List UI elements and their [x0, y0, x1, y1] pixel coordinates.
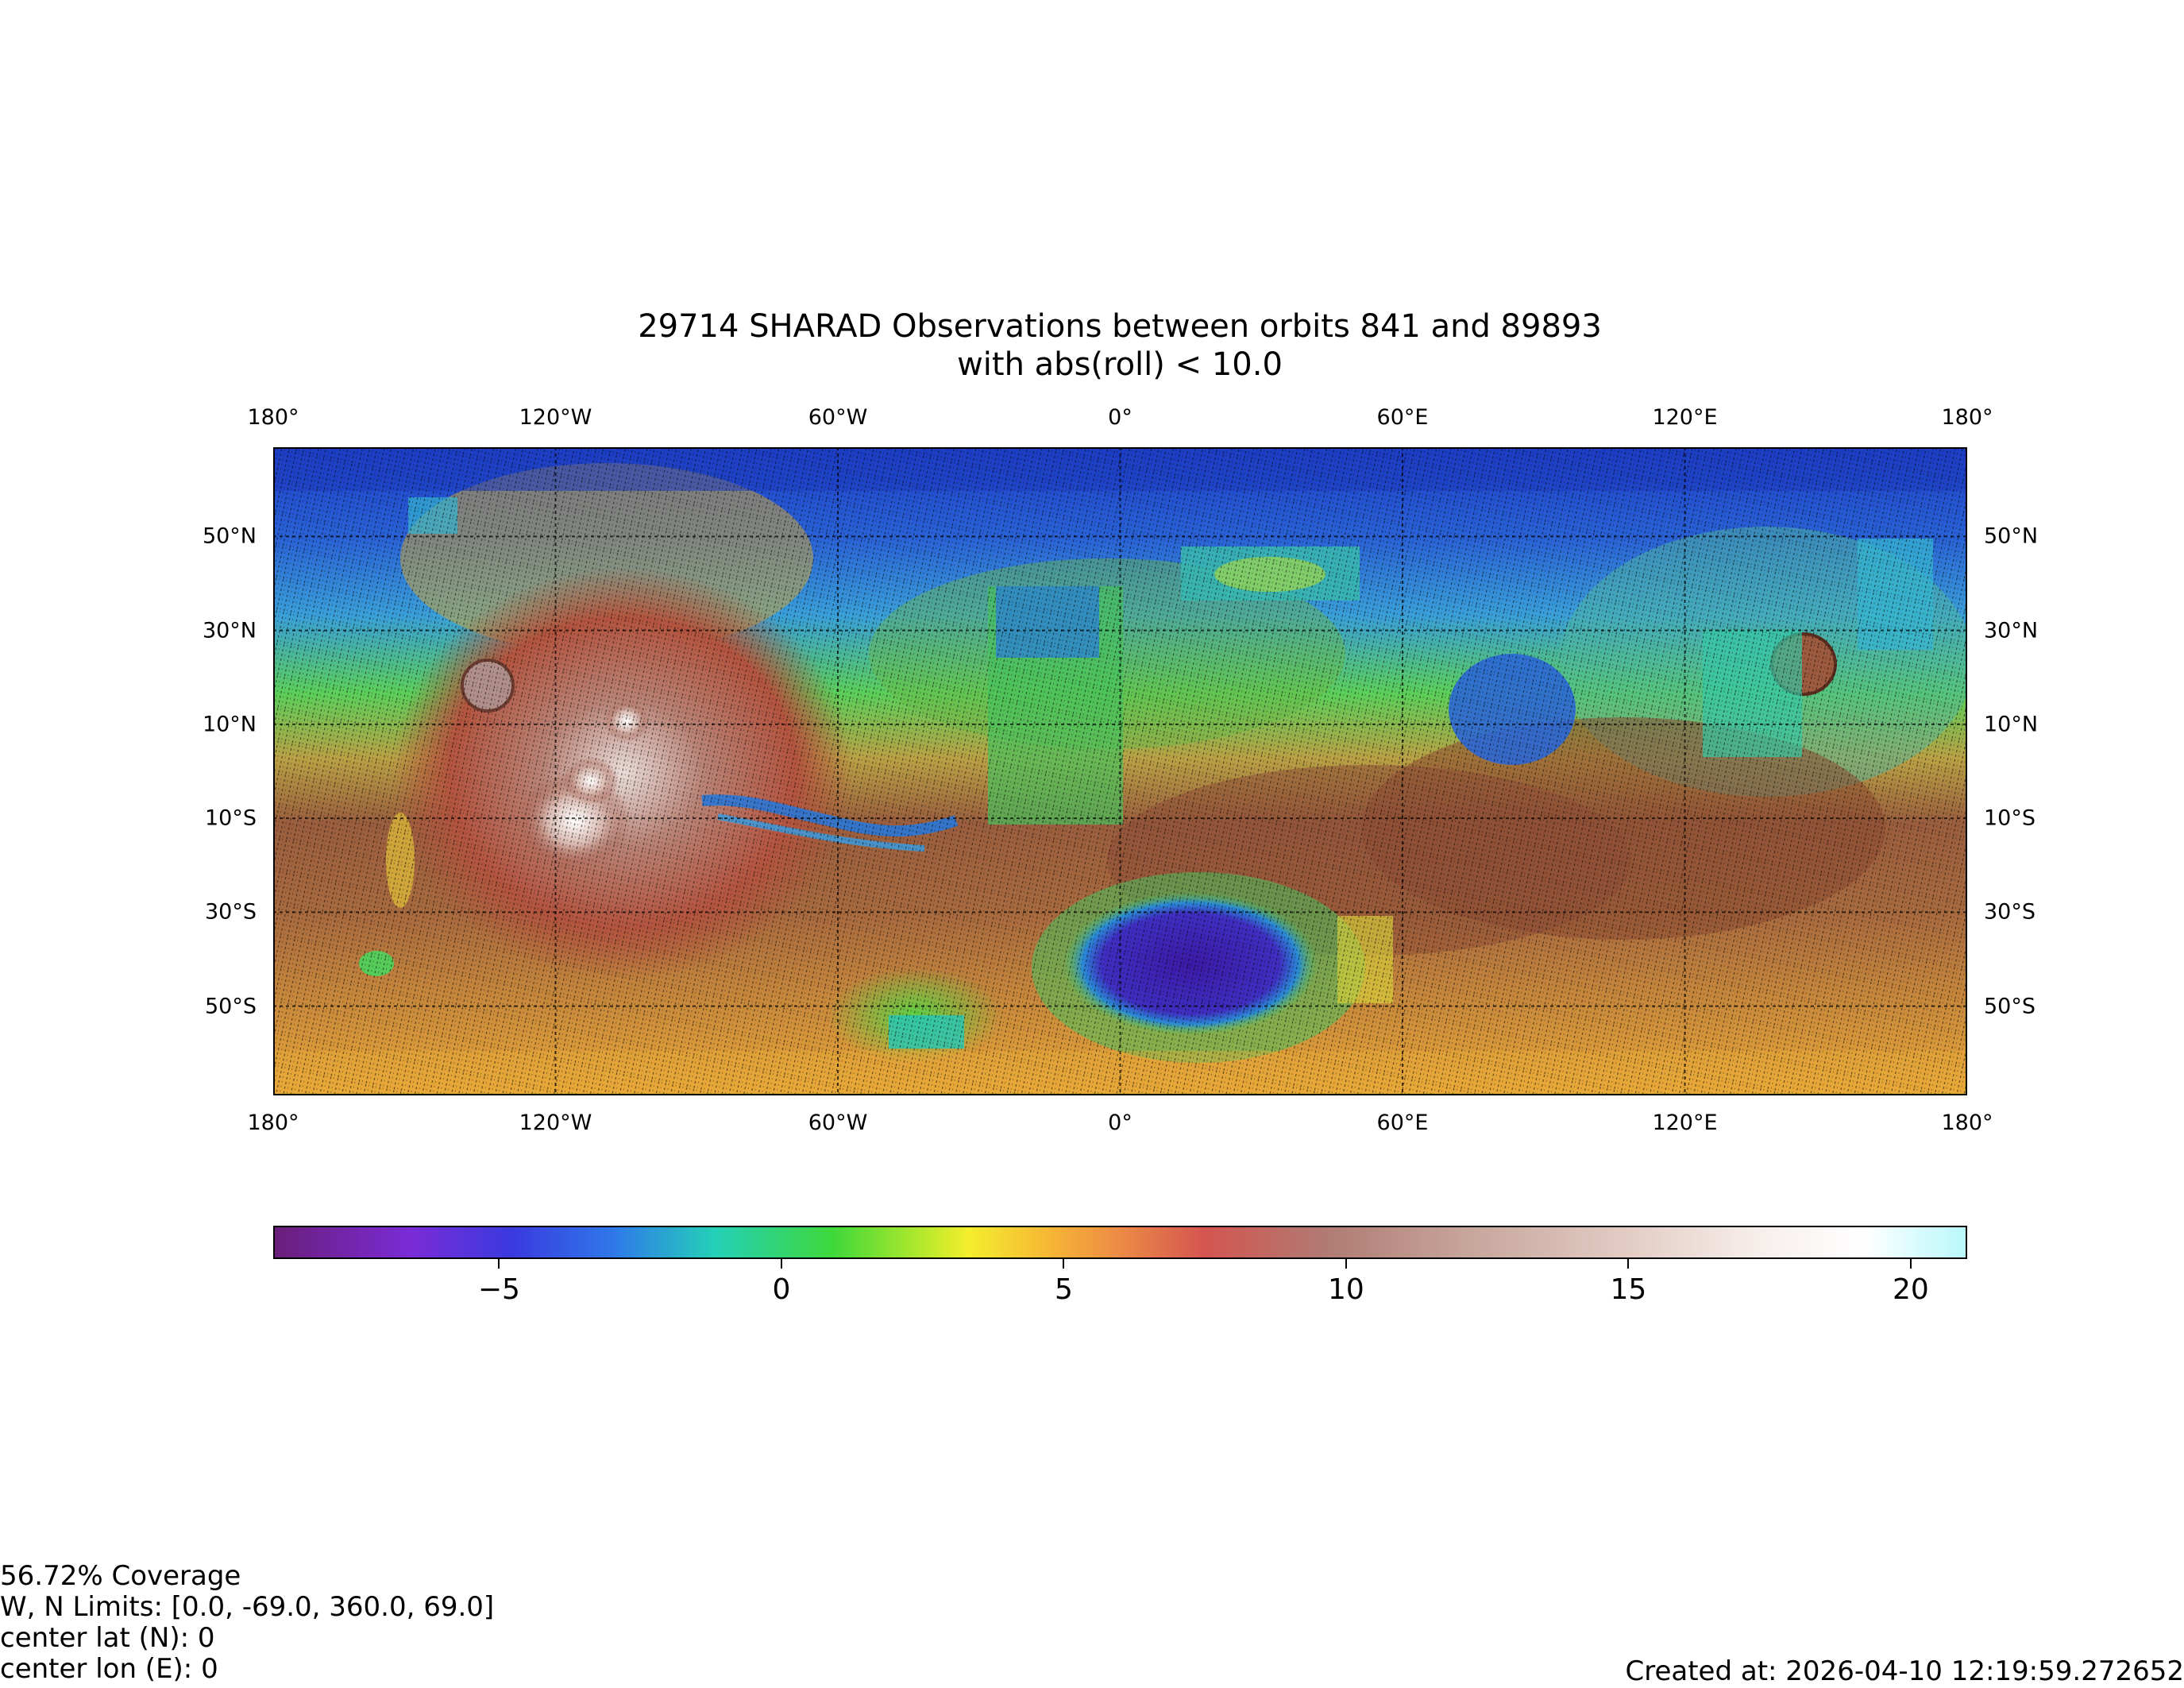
map-gridlines: [273, 447, 1967, 1095]
limits-text: W, N Limits: [0.0, -69.0, 360.0, 69.0]: [0, 1591, 495, 1623]
lon-tick-label-bot: 120°W: [519, 1111, 592, 1135]
center-lat-text: center lat (N): 0: [0, 1622, 215, 1654]
lon-tick-label-top: 120°E: [1652, 405, 1718, 430]
lat-tick-label-right: 50°S: [1984, 994, 2035, 1019]
lon-tick-label-bot: 120°E: [1652, 1111, 1718, 1135]
colorbar-tick-label: −5: [477, 1273, 520, 1306]
lat-tick-label-left: 10°N: [202, 712, 257, 737]
colorbar-tick-label: 5: [1054, 1273, 1073, 1306]
lon-tick-label-top: 60°E: [1376, 405, 1429, 430]
center-lon-text: center lon (E): 0: [0, 1653, 218, 1685]
lat-tick-label-right: 10°S: [1984, 805, 2035, 831]
mars-coverage-map: [273, 447, 1967, 1095]
lon-tick-label-bot: 180°: [1941, 1111, 1993, 1135]
lat-tick-label-right: 10°N: [1984, 712, 2039, 737]
colorbar-tick-mark: [1063, 1259, 1065, 1269]
lat-tick-label-right: 50°N: [1984, 523, 2039, 549]
lat-tick-label-left: 50°S: [205, 994, 257, 1019]
colorbar-tick-mark: [1345, 1259, 1347, 1269]
lon-tick-label-bot: 180°: [247, 1111, 299, 1135]
lon-tick-label-top: 180°: [247, 405, 299, 430]
lat-tick-label-left: 50°N: [202, 523, 257, 549]
lon-tick-label-top: 60°W: [808, 405, 868, 430]
lon-tick-label-bot: 60°E: [1376, 1111, 1429, 1135]
chart-subtitle: with abs(roll) < 10.0: [957, 346, 1283, 383]
colorbar: [273, 1226, 1967, 1259]
lat-tick-label-left: 30°S: [205, 899, 257, 925]
colorbar-tick-mark: [1627, 1259, 1630, 1269]
colorbar-tick-label: 15: [1610, 1273, 1647, 1306]
coverage-text: 56.72% Coverage: [0, 1560, 241, 1592]
colorbar-tick-mark: [780, 1259, 782, 1269]
lon-tick-label-bot: 60°W: [808, 1111, 868, 1135]
created-at-text: Created at: 2026-04-10 12:19:59.272652: [1625, 1655, 2184, 1687]
colorbar-tick-mark: [498, 1259, 500, 1269]
lon-tick-label-bot: 0°: [1108, 1111, 1133, 1135]
lat-tick-label-right: 30°N: [1984, 618, 2039, 643]
lat-tick-label-right: 30°S: [1984, 899, 2035, 925]
colorbar-tick-label: 10: [1327, 1273, 1364, 1306]
chart-title: 29714 SHARAD Observations between orbits…: [638, 308, 1602, 345]
colorbar-tick-label: 0: [772, 1273, 791, 1306]
lon-tick-label-top: 180°: [1941, 405, 1993, 430]
lat-tick-label-left: 10°S: [205, 805, 257, 831]
colorbar-tick-label: 20: [1892, 1273, 1929, 1306]
lat-tick-label-left: 30°N: [202, 618, 257, 643]
colorbar-tick-mark: [1909, 1259, 1912, 1269]
lon-tick-label-top: 120°W: [519, 405, 592, 430]
map-frame: [273, 447, 1967, 1095]
lon-tick-label-top: 0°: [1108, 405, 1133, 430]
